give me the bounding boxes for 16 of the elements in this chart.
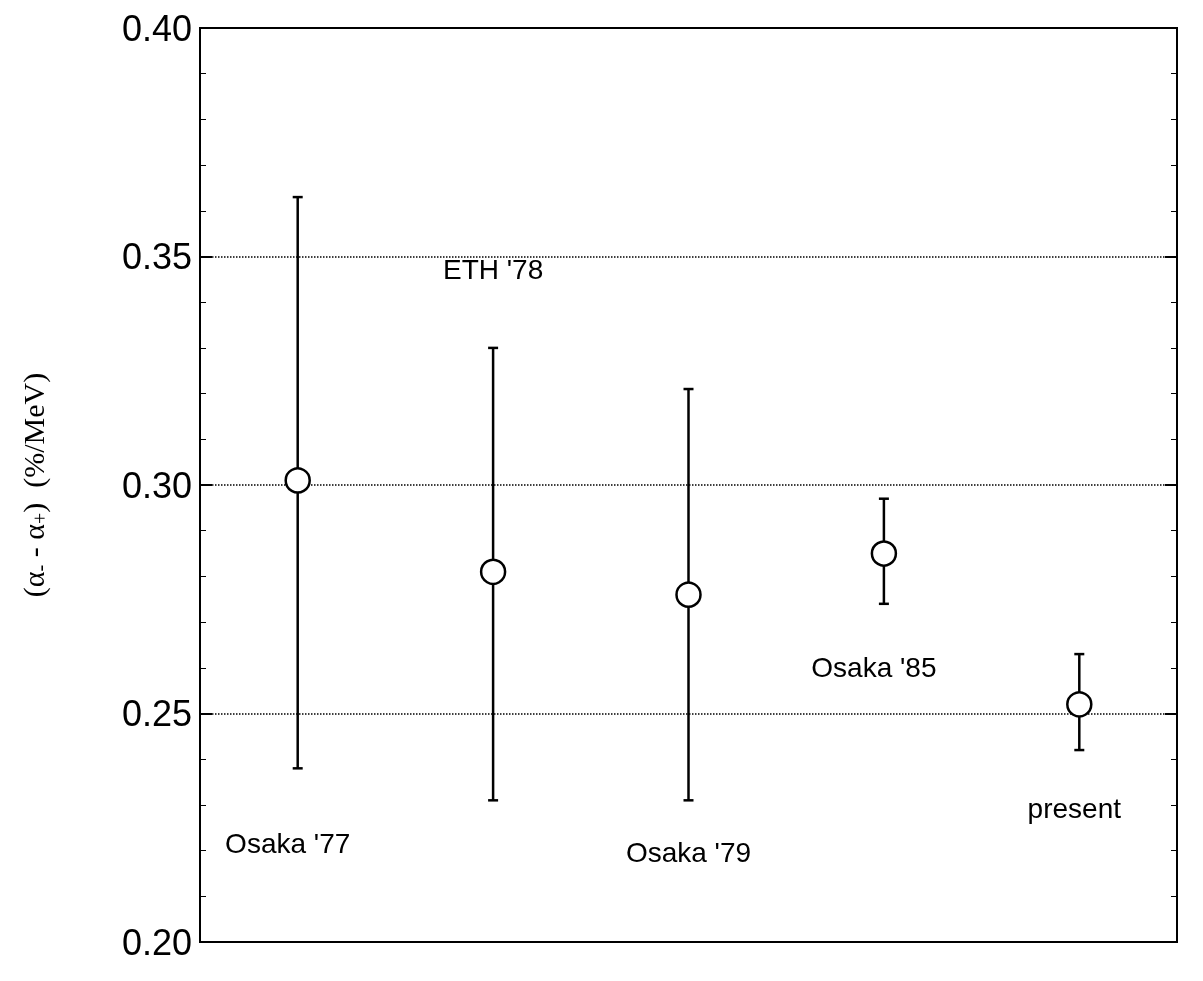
y-tick-label: 0.30: [121, 464, 192, 506]
point: [1066, 691, 1093, 718]
y-tick-label: 0.40: [121, 7, 192, 49]
annotation: Osaka '77: [225, 827, 351, 859]
annotation: present: [1027, 792, 1122, 824]
point: [284, 467, 311, 494]
y-tick-label: 0.25: [121, 693, 192, 734]
point: [675, 581, 702, 608]
y-tick-label: 0.20: [121, 921, 192, 963]
annotation: Osaka '79: [625, 836, 752, 868]
point: [479, 558, 507, 586]
y-axis-title: (α- - α+) (%/MeV): [16, 372, 51, 598]
point: [870, 540, 898, 567]
y-tick-label: 0.35: [121, 236, 192, 277]
annotation: ETH '78: [442, 254, 544, 286]
annotation: Osaka '85: [811, 652, 937, 684]
